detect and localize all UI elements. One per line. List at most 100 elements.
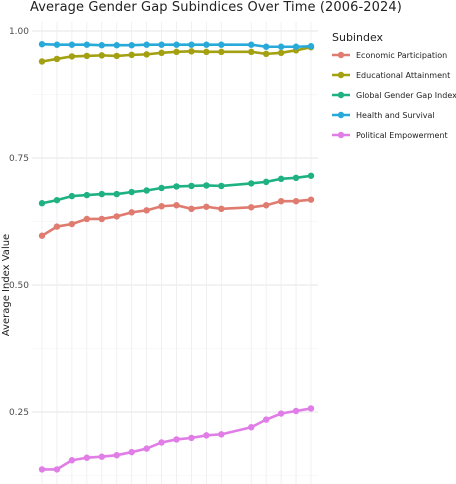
data-point <box>143 187 150 194</box>
data-point <box>203 41 210 48</box>
data-point <box>188 205 195 212</box>
data-point <box>98 42 105 49</box>
data-point <box>203 203 210 210</box>
data-point <box>53 223 61 230</box>
legend-swatch-dot <box>337 51 345 59</box>
data-point <box>173 183 180 190</box>
data-point <box>188 182 195 190</box>
series-group <box>38 41 315 473</box>
data-point <box>203 432 210 439</box>
series-political-empowerment <box>38 405 315 473</box>
data-point <box>128 51 135 59</box>
data-point <box>38 232 46 239</box>
data-point <box>203 182 210 189</box>
data-point <box>262 50 270 58</box>
data-point <box>158 41 165 48</box>
data-point <box>218 205 225 212</box>
data-point <box>98 190 105 198</box>
data-point <box>173 48 180 56</box>
legend-swatch-dot <box>337 71 345 79</box>
data-point <box>307 172 315 179</box>
series-global-gender-gap-index <box>38 172 315 207</box>
data-point <box>277 410 285 417</box>
data-point <box>83 191 91 199</box>
legend-label: Health and Survival <box>356 111 435 120</box>
legend-label: Economic Participation <box>356 51 447 60</box>
legend-swatch-dot <box>337 91 345 99</box>
legend-item: Economic Participation <box>332 51 447 60</box>
legend-label: Political Empowerment <box>356 131 448 140</box>
data-point <box>188 434 195 442</box>
data-point <box>277 49 285 57</box>
y-tick-label: 1.00 <box>9 27 29 37</box>
data-point <box>218 182 225 190</box>
data-point <box>113 42 120 49</box>
data-point <box>113 52 120 60</box>
data-point <box>113 451 120 459</box>
data-point <box>218 431 225 438</box>
data-point <box>188 41 195 48</box>
data-point <box>173 436 180 443</box>
data-point <box>262 43 270 50</box>
data-point <box>262 202 270 209</box>
legend-swatch-dot <box>337 111 345 119</box>
legend-item: Global Gender Gap Index <box>332 91 456 100</box>
series-educational-attainment <box>38 44 315 65</box>
data-point <box>248 424 255 431</box>
data-point <box>143 445 150 452</box>
data-point <box>173 41 180 48</box>
data-point <box>203 48 210 56</box>
data-point <box>292 407 300 415</box>
data-point <box>262 416 270 423</box>
data-point <box>98 215 105 223</box>
data-point <box>53 55 61 63</box>
series-economic-participation <box>38 196 315 239</box>
data-point <box>68 192 76 200</box>
legend-item: Educational Attainment <box>332 71 450 80</box>
data-point <box>53 466 61 473</box>
data-point <box>218 41 225 48</box>
y-tick-label: 0.75 <box>9 154 29 164</box>
data-point <box>98 52 105 59</box>
data-point <box>158 184 165 192</box>
data-point <box>292 43 300 50</box>
data-point <box>38 466 46 473</box>
data-point <box>68 220 76 228</box>
data-point <box>277 175 285 183</box>
y-axis-ticks: 0.25 0.50 0.75 1.00 <box>9 27 29 418</box>
legend-title: Subindex <box>332 31 384 44</box>
plot-panel <box>32 22 318 484</box>
y-tick-label: 0.50 <box>9 281 29 291</box>
data-point <box>83 52 91 60</box>
data-point <box>143 207 150 214</box>
data-point <box>307 196 315 203</box>
data-point <box>128 448 135 456</box>
data-point <box>188 48 195 55</box>
data-point <box>68 53 76 60</box>
data-point <box>143 51 150 58</box>
data-point <box>158 439 165 446</box>
data-point <box>158 203 165 210</box>
data-point <box>38 58 46 65</box>
data-point <box>248 180 255 187</box>
data-point <box>158 49 165 57</box>
data-point <box>83 454 91 461</box>
legend-label: Educational Attainment <box>356 71 450 80</box>
legend-item: Health and Survival <box>332 111 435 120</box>
data-point <box>83 215 91 223</box>
data-point <box>128 188 135 196</box>
data-point <box>68 457 76 464</box>
legend-item: Political Empowerment <box>332 131 448 140</box>
data-point <box>98 453 105 460</box>
data-point <box>218 48 225 56</box>
chart-title: Average Gender Gap Subindices Over Time … <box>30 0 402 15</box>
series-health-and-survival <box>38 41 315 50</box>
data-point <box>53 41 61 48</box>
data-point <box>248 48 255 56</box>
y-axis-title: Average Index Value <box>1 234 12 336</box>
data-point <box>262 178 270 186</box>
data-point <box>248 204 255 211</box>
data-point <box>277 43 285 50</box>
data-point <box>277 197 285 205</box>
